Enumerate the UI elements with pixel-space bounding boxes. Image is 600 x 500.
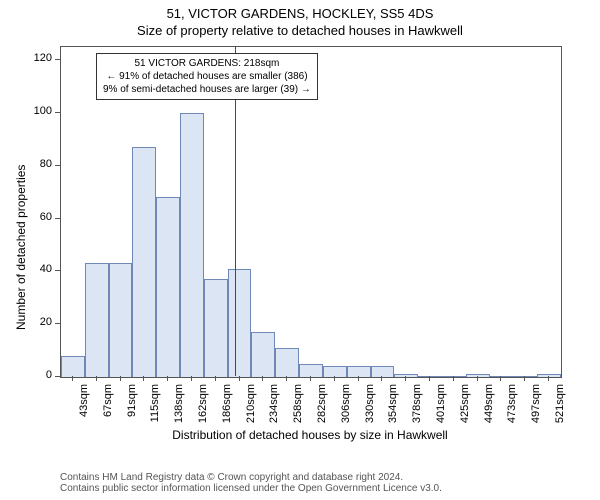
x-tick-mark bbox=[310, 376, 311, 381]
x-tick-mark bbox=[477, 376, 478, 381]
x-tick-mark bbox=[429, 376, 430, 381]
x-tick-label: 449sqm bbox=[483, 384, 495, 434]
x-tick-label: 306sqm bbox=[340, 384, 352, 434]
x-tick-label: 162sqm bbox=[197, 384, 209, 434]
y-tick-mark bbox=[55, 59, 60, 60]
y-tick-mark bbox=[55, 218, 60, 219]
y-tick-mark bbox=[55, 165, 60, 166]
x-tick-mark bbox=[381, 376, 382, 381]
annotation-line: ← 91% of detached houses are smaller (38… bbox=[103, 70, 311, 83]
y-tick-label: 0 bbox=[28, 369, 52, 381]
x-tick-mark bbox=[358, 376, 359, 381]
x-tick-mark bbox=[500, 376, 501, 381]
x-tick-mark bbox=[215, 376, 216, 381]
x-tick-label: 425sqm bbox=[459, 384, 471, 434]
x-tick-label: 210sqm bbox=[245, 384, 257, 434]
x-tick-mark bbox=[72, 376, 73, 381]
x-tick-mark bbox=[262, 376, 263, 381]
x-tick-label: 473sqm bbox=[506, 384, 518, 434]
x-tick-label: 186sqm bbox=[221, 384, 233, 434]
y-tick-mark bbox=[55, 270, 60, 271]
histogram-bar bbox=[156, 197, 180, 377]
footer-text: Contains HM Land Registry data © Crown c… bbox=[60, 472, 442, 494]
x-tick-label: 354sqm bbox=[387, 384, 399, 434]
x-tick-label: 43sqm bbox=[78, 384, 90, 434]
x-tick-label: 67sqm bbox=[102, 384, 114, 434]
x-tick-label: 115sqm bbox=[149, 384, 161, 434]
x-tick-mark bbox=[120, 376, 121, 381]
x-tick-label: 282sqm bbox=[316, 384, 328, 434]
histogram-bar bbox=[251, 332, 275, 377]
x-tick-mark bbox=[167, 376, 168, 381]
x-tick-label: 330sqm bbox=[364, 384, 376, 434]
y-tick-label: 40 bbox=[28, 263, 52, 275]
annotation-line: 51 VICTOR GARDENS: 218sqm bbox=[103, 57, 311, 70]
x-tick-mark bbox=[239, 376, 240, 381]
x-tick-mark bbox=[96, 376, 97, 381]
y-tick-label: 60 bbox=[28, 211, 52, 223]
y-axis-label: Number of detached properties bbox=[14, 165, 28, 330]
x-tick-label: 497sqm bbox=[530, 384, 542, 434]
x-tick-label: 378sqm bbox=[411, 384, 423, 434]
x-tick-label: 521sqm bbox=[554, 384, 566, 434]
histogram-bar bbox=[275, 348, 299, 377]
chart-subtitle: Size of property relative to detached ho… bbox=[0, 21, 600, 38]
x-tick-mark bbox=[548, 376, 549, 381]
y-tick-label: 120 bbox=[28, 52, 52, 64]
chart-address-title: 51, VICTOR GARDENS, HOCKLEY, SS5 4DS bbox=[0, 0, 600, 21]
histogram-bar bbox=[109, 263, 133, 377]
x-tick-mark bbox=[405, 376, 406, 381]
footer-line-1: Contains HM Land Registry data © Crown c… bbox=[60, 472, 442, 483]
x-tick-mark bbox=[143, 376, 144, 381]
x-tick-label: 91sqm bbox=[126, 384, 138, 434]
y-tick-label: 20 bbox=[28, 316, 52, 328]
x-tick-mark bbox=[334, 376, 335, 381]
chart-container: 51, VICTOR GARDENS, HOCKLEY, SS5 4DS Siz… bbox=[0, 0, 600, 500]
histogram-bar bbox=[132, 147, 156, 377]
histogram-bar bbox=[228, 269, 252, 377]
x-tick-label: 401sqm bbox=[435, 384, 447, 434]
x-tick-mark bbox=[453, 376, 454, 381]
y-tick-label: 100 bbox=[28, 105, 52, 117]
annotation-box: 51 VICTOR GARDENS: 218sqm← 91% of detach… bbox=[96, 53, 318, 100]
histogram-bar bbox=[180, 113, 204, 377]
x-tick-mark bbox=[524, 376, 525, 381]
y-tick-mark bbox=[55, 112, 60, 113]
y-tick-mark bbox=[55, 323, 60, 324]
x-tick-label: 258sqm bbox=[292, 384, 304, 434]
histogram-bar bbox=[204, 279, 228, 377]
x-tick-label: 138sqm bbox=[173, 384, 185, 434]
footer-line-2: Contains public sector information licen… bbox=[60, 483, 442, 494]
annotation-line: 9% of semi-detached houses are larger (3… bbox=[103, 83, 311, 96]
histogram-bar bbox=[61, 356, 85, 377]
x-tick-label: 234sqm bbox=[268, 384, 280, 434]
x-tick-mark bbox=[286, 376, 287, 381]
x-tick-mark bbox=[191, 376, 192, 381]
y-tick-mark bbox=[55, 376, 60, 377]
y-tick-label: 80 bbox=[28, 158, 52, 170]
histogram-bar bbox=[85, 263, 109, 377]
